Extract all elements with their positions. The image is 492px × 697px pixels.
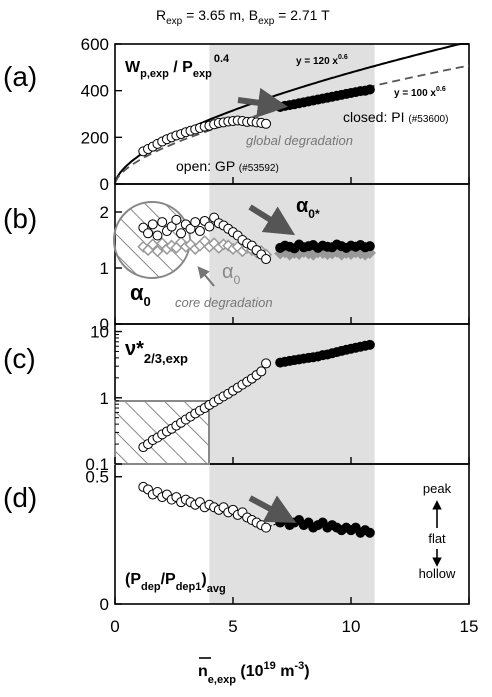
panel-d-frame	[114, 463, 470, 605]
panel-c-ytick-label: 10	[90, 323, 109, 342]
panel-b-open-point	[194, 226, 205, 237]
panel-d-ytick-label: 0.5	[85, 468, 109, 487]
panel-d-ytick-label: 0	[100, 595, 109, 614]
panel-b-open-point	[147, 219, 158, 230]
panel-a-ytick-label: 400	[81, 82, 109, 101]
panel-d-closed-point	[364, 527, 375, 538]
panel-a-ytick-label: 600	[81, 35, 109, 54]
panel-b-ytick-label: 0	[100, 315, 109, 334]
panel-b-open-point	[185, 223, 196, 234]
panel-a-closed-point	[364, 84, 375, 95]
x-tick-label: 15	[460, 617, 479, 636]
panel-b-open-point	[157, 217, 168, 228]
panel-b-open-grey-point	[146, 238, 159, 251]
panel-a-open-point	[261, 118, 272, 129]
panel-b-arrow	[248, 204, 296, 236]
panel-c-open-point	[256, 366, 267, 377]
panel-b-ytick-label: 1	[100, 259, 109, 278]
global-degradation-label: global degradation	[246, 133, 353, 148]
panel-b-open-point	[261, 254, 272, 265]
panel-d-ylabel: (Pdep/Pdep1)avg	[125, 571, 226, 595]
nu-label: ν*2/3,exp	[125, 338, 188, 366]
panel-a-ytick-label: 200	[81, 128, 109, 147]
panel-c-open-point	[261, 358, 272, 369]
panel-a-tag: (a)	[3, 61, 37, 92]
panel-b-ytick-label: 2	[100, 203, 109, 222]
header-label: Rexp = 3.65 m, Bexp = 2.71 T	[156, 7, 330, 27]
panel-c-closed-point	[364, 339, 375, 350]
x-tick-label: 5	[228, 617, 237, 636]
core-degradation-label: core degradation	[175, 295, 273, 310]
peak-label: peak	[423, 481, 452, 496]
x-tick-label: 10	[342, 617, 361, 636]
panel-a-annotations: (a) Wp,exp / Pexp0.4 y = 120 x0.6 y = 10…	[3, 53, 448, 174]
x-axis-label: ne,exp (1019 m-3)	[198, 660, 310, 686]
panel-c-annotations: (c) ν*2/3,exp	[3, 338, 188, 374]
panel-a-ylabel: Wp,exp / Pexp0.4	[125, 53, 230, 80]
panel-c-tag: (c)	[3, 343, 36, 374]
panel-b-open-point	[171, 214, 182, 225]
panel-b-open-grey-point	[151, 245, 164, 258]
panel-b-closed-point	[364, 241, 375, 252]
data-markers	[137, 84, 376, 538]
alpha-label: α0	[130, 280, 151, 309]
x-tick-label: 0	[110, 617, 119, 636]
panel-a-arrow	[237, 87, 288, 118]
panel-b-open-point	[166, 221, 177, 232]
panel-d-annotations: (d) (Pdep/Pdep1)avg peak flat hollow	[3, 481, 456, 595]
panel-b-annotations: (b) α0* α0 α0 core degradation	[3, 195, 320, 310]
panel-c-ytick-label: 1	[100, 389, 109, 408]
panel-c-ytick-label: 0.1	[85, 455, 109, 474]
panel-d-tag: (d)	[3, 482, 37, 513]
panel-b-open-point	[204, 221, 215, 232]
panel-b-open-point	[190, 217, 201, 228]
panel-b-open-point	[152, 230, 163, 241]
fit1-label: y = 120 x0.6	[296, 54, 348, 67]
panel-b-small-arrow	[197, 266, 215, 287]
alpha-grey-label: α0	[222, 261, 241, 287]
panel-a-ytick-label: 0	[100, 175, 109, 194]
closed-label: closed: PI (#53600)	[343, 109, 448, 125]
panel-b-tag: (b)	[3, 203, 37, 234]
fit2-label: y = 100 x0.6	[394, 86, 446, 99]
open-label: open: GP (#53592)	[176, 158, 279, 174]
panel-d-arrow	[248, 495, 297, 523]
panel-b-open-point	[143, 228, 154, 239]
panel-d-open-point	[261, 522, 272, 533]
panel-b-open-point	[176, 228, 187, 239]
panel-frames	[114, 43, 470, 605]
hollow-label: hollow	[419, 566, 456, 581]
flat-label: flat	[428, 531, 446, 546]
alpha-star-label: α0*	[296, 195, 320, 221]
